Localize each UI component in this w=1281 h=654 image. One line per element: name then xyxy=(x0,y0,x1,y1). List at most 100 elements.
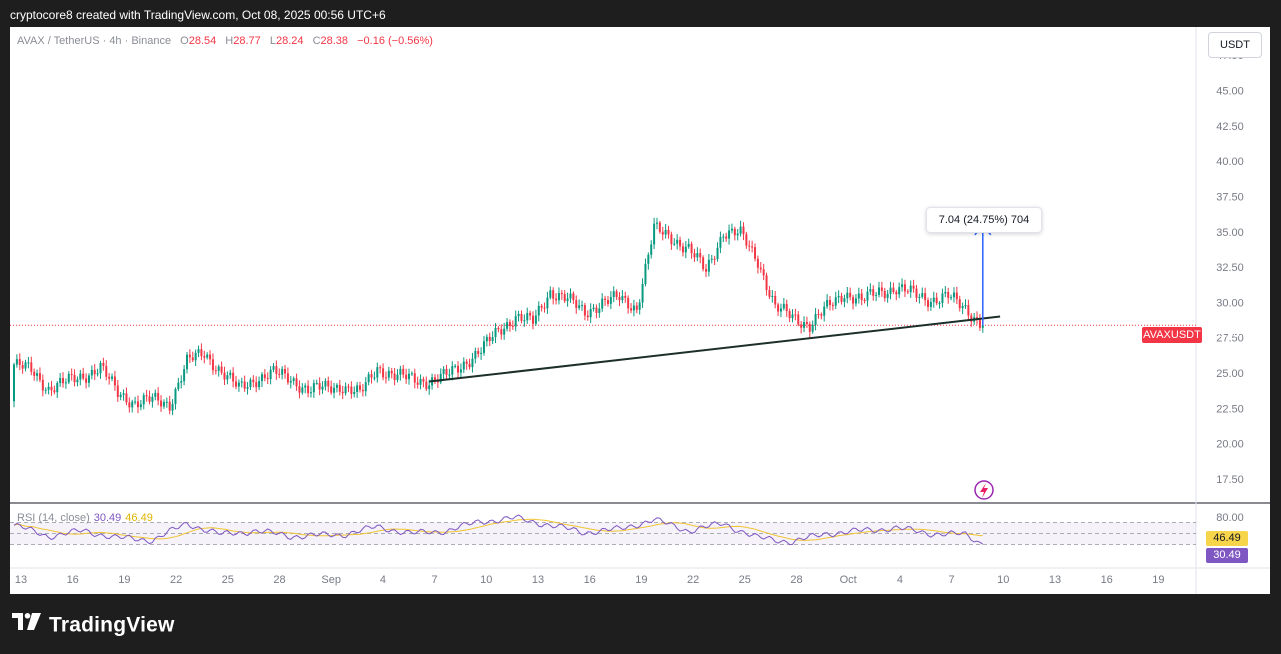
low-label: L xyxy=(269,35,276,47)
y-tick-label: 30.00 xyxy=(1216,297,1244,309)
candle xyxy=(27,362,30,364)
candle xyxy=(947,291,950,298)
candle xyxy=(387,370,390,378)
candle xyxy=(18,359,21,366)
candles-group xyxy=(13,217,984,416)
symbol-name[interactable]: AVAX / TetherUS · 4h · Binance xyxy=(17,35,172,47)
tradingview-brand: TradingView xyxy=(49,613,175,637)
price-chart-svg[interactable]: 17.50 20.00 22.50 25.00 27.50 30.00 32.50 35.00… xyxy=(10,27,1270,594)
candle xyxy=(742,226,745,235)
x-tick-label: 28 xyxy=(790,574,802,586)
candle xyxy=(232,372,235,382)
candle xyxy=(632,305,635,311)
y-tick-label: 40.00 xyxy=(1216,156,1244,168)
candle xyxy=(523,320,526,322)
candle xyxy=(500,329,503,335)
candle xyxy=(318,383,321,390)
candle xyxy=(191,357,194,361)
x-tick-label: 25 xyxy=(222,574,234,586)
candle xyxy=(252,379,255,383)
candle xyxy=(246,387,249,389)
rsi-legend: RSI (14, close) 30.49 46.49 xyxy=(17,512,153,524)
candle xyxy=(653,223,656,245)
candle xyxy=(529,312,532,316)
candle xyxy=(298,386,301,393)
candle xyxy=(275,366,278,374)
candle xyxy=(292,378,295,382)
x-tick-label: 16 xyxy=(67,574,79,586)
candle xyxy=(410,373,413,375)
candle xyxy=(785,303,788,312)
candle xyxy=(344,386,347,394)
candle xyxy=(315,383,318,385)
chart-frame[interactable]: 17.50 20.00 22.50 25.00 27.50 30.00 32.50 35.00… xyxy=(10,27,1270,594)
candle xyxy=(546,297,549,309)
candle xyxy=(883,290,886,299)
candle xyxy=(405,374,408,380)
candle xyxy=(93,369,96,375)
candle xyxy=(630,308,633,311)
candle xyxy=(425,381,428,390)
candle xyxy=(30,362,33,372)
candle xyxy=(428,385,431,390)
candle xyxy=(373,377,376,379)
candle xyxy=(382,368,385,378)
candle xyxy=(935,297,938,304)
candle xyxy=(719,237,722,248)
candle xyxy=(200,349,203,357)
candle xyxy=(909,285,912,293)
rsi-top-label: 80.00 xyxy=(1216,512,1244,524)
lightning-icon xyxy=(974,480,994,500)
candle xyxy=(289,381,292,383)
candle xyxy=(194,352,197,361)
y-tick-label: 37.50 xyxy=(1216,191,1244,203)
candle xyxy=(961,306,964,309)
rsi-legend-value: 30.49 xyxy=(93,512,122,524)
ruler-label: 7.04 (24.75%) 704 xyxy=(926,207,1042,233)
candle xyxy=(595,307,598,313)
candle xyxy=(572,293,575,301)
candle xyxy=(359,385,361,390)
candle xyxy=(514,316,517,327)
candle xyxy=(696,253,699,258)
candle xyxy=(751,246,754,248)
candle xyxy=(148,396,151,402)
candle xyxy=(162,401,165,407)
candle xyxy=(566,298,569,302)
x-tick-label: 13 xyxy=(1049,574,1061,586)
candle xyxy=(944,291,947,294)
rsi-legend-label[interactable]: RSI (14, close) xyxy=(17,512,90,524)
candle xyxy=(186,354,188,370)
candle xyxy=(47,386,50,390)
candle xyxy=(779,308,782,312)
candle xyxy=(237,382,240,387)
candle xyxy=(918,296,921,298)
candle xyxy=(754,247,757,259)
candle xyxy=(445,368,448,375)
candle xyxy=(226,375,229,380)
candle xyxy=(307,385,310,394)
candle xyxy=(840,295,843,302)
candle xyxy=(532,315,534,324)
y-tick-label: 17.50 xyxy=(1216,474,1244,486)
candle xyxy=(136,401,139,408)
x-tick-label: 4 xyxy=(897,574,903,586)
candle xyxy=(459,369,462,373)
candle xyxy=(157,392,160,401)
candle xyxy=(206,354,209,358)
candle xyxy=(356,385,359,393)
x-tick-label: 25 xyxy=(739,574,751,586)
candle xyxy=(826,300,829,307)
candle xyxy=(823,306,826,316)
candle xyxy=(748,245,751,247)
candle xyxy=(64,382,67,384)
candle xyxy=(860,293,863,300)
candle xyxy=(950,297,953,299)
chart-caption: cryptocore8 created with TradingView.com… xyxy=(10,8,386,22)
candle xyxy=(131,401,134,408)
currency-button[interactable]: USDT xyxy=(1208,32,1262,58)
x-tick-label: 19 xyxy=(118,574,130,586)
candle xyxy=(494,327,497,338)
candle xyxy=(321,386,324,390)
candle xyxy=(601,298,604,309)
